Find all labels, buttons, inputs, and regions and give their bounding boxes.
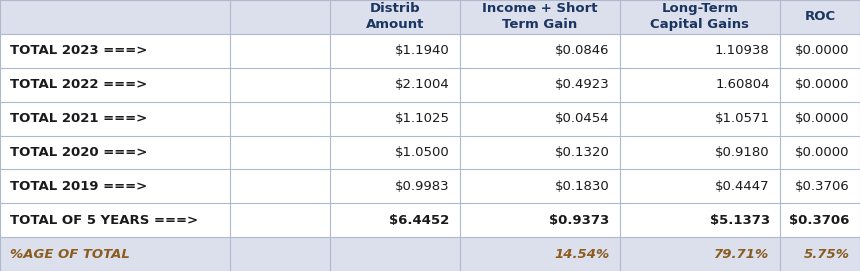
Text: $0.0454: $0.0454 (555, 112, 610, 125)
Text: $0.0846: $0.0846 (556, 44, 610, 57)
Text: $1.0500: $1.0500 (395, 146, 450, 159)
Bar (0, 237, 860, 271)
Text: $0.4923: $0.4923 (555, 78, 610, 91)
Text: TOTAL 2020 ===>: TOTAL 2020 ===> (10, 146, 148, 159)
Bar (0, 68, 860, 102)
Text: $0.9180: $0.9180 (715, 146, 770, 159)
Text: TOTAL 2019 ===>: TOTAL 2019 ===> (10, 180, 148, 193)
Bar (0, 203, 860, 237)
Bar (0, 102, 860, 136)
Text: $1.0571: $1.0571 (715, 112, 770, 125)
Text: 5.75%: 5.75% (804, 248, 850, 260)
Text: TOTAL 2023 ===>: TOTAL 2023 ===> (10, 44, 148, 57)
Text: $6.4452: $6.4452 (390, 214, 450, 227)
Text: Income + Short
Term Gain: Income + Short Term Gain (482, 2, 598, 31)
Text: $0.1320: $0.1320 (555, 146, 610, 159)
Text: TOTAL 2021 ===>: TOTAL 2021 ===> (10, 112, 148, 125)
Text: Long-Term
Capital Gains: Long-Term Capital Gains (650, 2, 750, 31)
Text: $1.1025: $1.1025 (395, 112, 450, 125)
Bar (0, 169, 860, 203)
Text: $0.9983: $0.9983 (395, 180, 450, 193)
Text: $0.9373: $0.9373 (550, 214, 610, 227)
Text: $0.0000: $0.0000 (796, 112, 850, 125)
Bar (0, 136, 860, 169)
Text: 79.71%: 79.71% (715, 248, 770, 260)
Text: $0.3706: $0.3706 (795, 180, 850, 193)
Text: 1.60804: 1.60804 (716, 78, 770, 91)
Text: 1.10938: 1.10938 (715, 44, 770, 57)
Text: 14.54%: 14.54% (555, 248, 610, 260)
Text: $0.4447: $0.4447 (715, 180, 770, 193)
Text: $0.1830: $0.1830 (555, 180, 610, 193)
Bar (0, 0, 860, 34)
Text: $0.0000: $0.0000 (796, 146, 850, 159)
Text: $5.1373: $5.1373 (710, 214, 770, 227)
Text: TOTAL 2022 ===>: TOTAL 2022 ===> (10, 78, 148, 91)
Bar (0, 34, 860, 68)
Text: Distrib
Amount: Distrib Amount (366, 2, 424, 31)
Text: %AGE OF TOTAL: %AGE OF TOTAL (10, 248, 130, 260)
Text: $0.0000: $0.0000 (796, 44, 850, 57)
Text: $0.3706: $0.3706 (789, 214, 850, 227)
Text: ROC: ROC (804, 11, 836, 23)
Text: TOTAL OF 5 YEARS ===>: TOTAL OF 5 YEARS ===> (10, 214, 199, 227)
Text: $1.1940: $1.1940 (395, 44, 450, 57)
Text: $0.0000: $0.0000 (796, 78, 850, 91)
Text: $2.1004: $2.1004 (395, 78, 450, 91)
